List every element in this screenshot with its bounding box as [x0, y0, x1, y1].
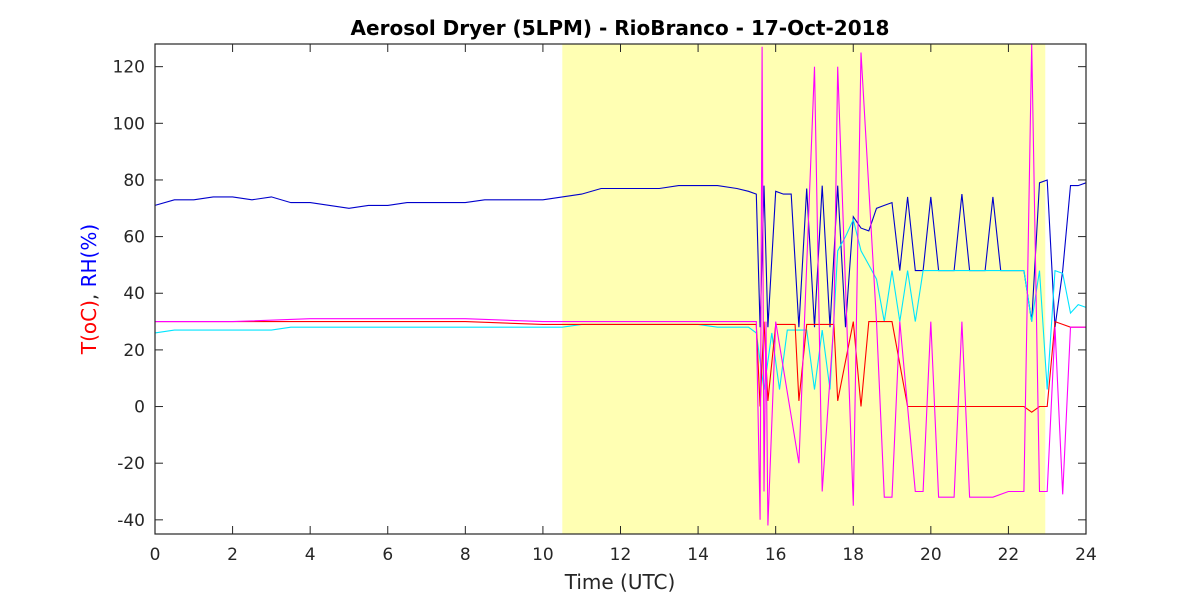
series-line-4 — [155, 43, 1086, 526]
y-tick-label: 60 — [123, 228, 145, 248]
y-tick-label: 0 — [134, 398, 145, 418]
x-axis: 0 2 4 6 8 10 12 14 16 18 20 22 24 — [150, 44, 1097, 565]
x-tick-label: 16 — [765, 545, 787, 565]
y-tick-label: 40 — [123, 284, 145, 304]
x-tick-label: 4 — [305, 545, 316, 565]
y-tick-label: 80 — [123, 171, 145, 191]
x-tick-label: 6 — [382, 545, 393, 565]
series-group — [154, 43, 1087, 526]
x-tick-label: 0 — [150, 545, 161, 565]
x-tick-label: 20 — [920, 545, 942, 565]
x-tick-label: 12 — [610, 545, 632, 565]
y-tick-label: 100 — [113, 114, 145, 134]
x-tick-label: 22 — [998, 545, 1020, 565]
y-axis-label-part-3: RH(%) — [77, 224, 101, 288]
series-line-1 — [154, 179, 1087, 328]
x-tick-label: 10 — [532, 545, 554, 565]
x-tick-label: 18 — [842, 545, 864, 565]
x-tick-label: 8 — [460, 545, 471, 565]
y-axis: -40 -20 0 20 40 60 80 100 120 — [113, 58, 1086, 531]
x-tick-label: 2 — [227, 545, 238, 565]
y-axis-label: T(oC), RH(%) — [77, 224, 101, 355]
x-axis-label: Time (UTC) — [564, 570, 676, 594]
series-line-2 — [154, 217, 1087, 390]
x-tick-label: 14 — [687, 545, 709, 565]
chart-title: Aerosol Dryer (5LPM) - RioBranco - 17-Oc… — [351, 16, 890, 40]
y-tick-label: 20 — [123, 341, 145, 361]
y-tick-label: -40 — [117, 511, 145, 531]
x-tick-label: 24 — [1075, 545, 1097, 565]
y-tick-label: 120 — [113, 58, 145, 78]
y-axis-label-part-2: , — [77, 287, 101, 300]
y-tick-label: -20 — [117, 454, 145, 474]
highlight-band — [562, 44, 1046, 534]
y-axis-label-part-1: T(oC) — [77, 300, 101, 355]
